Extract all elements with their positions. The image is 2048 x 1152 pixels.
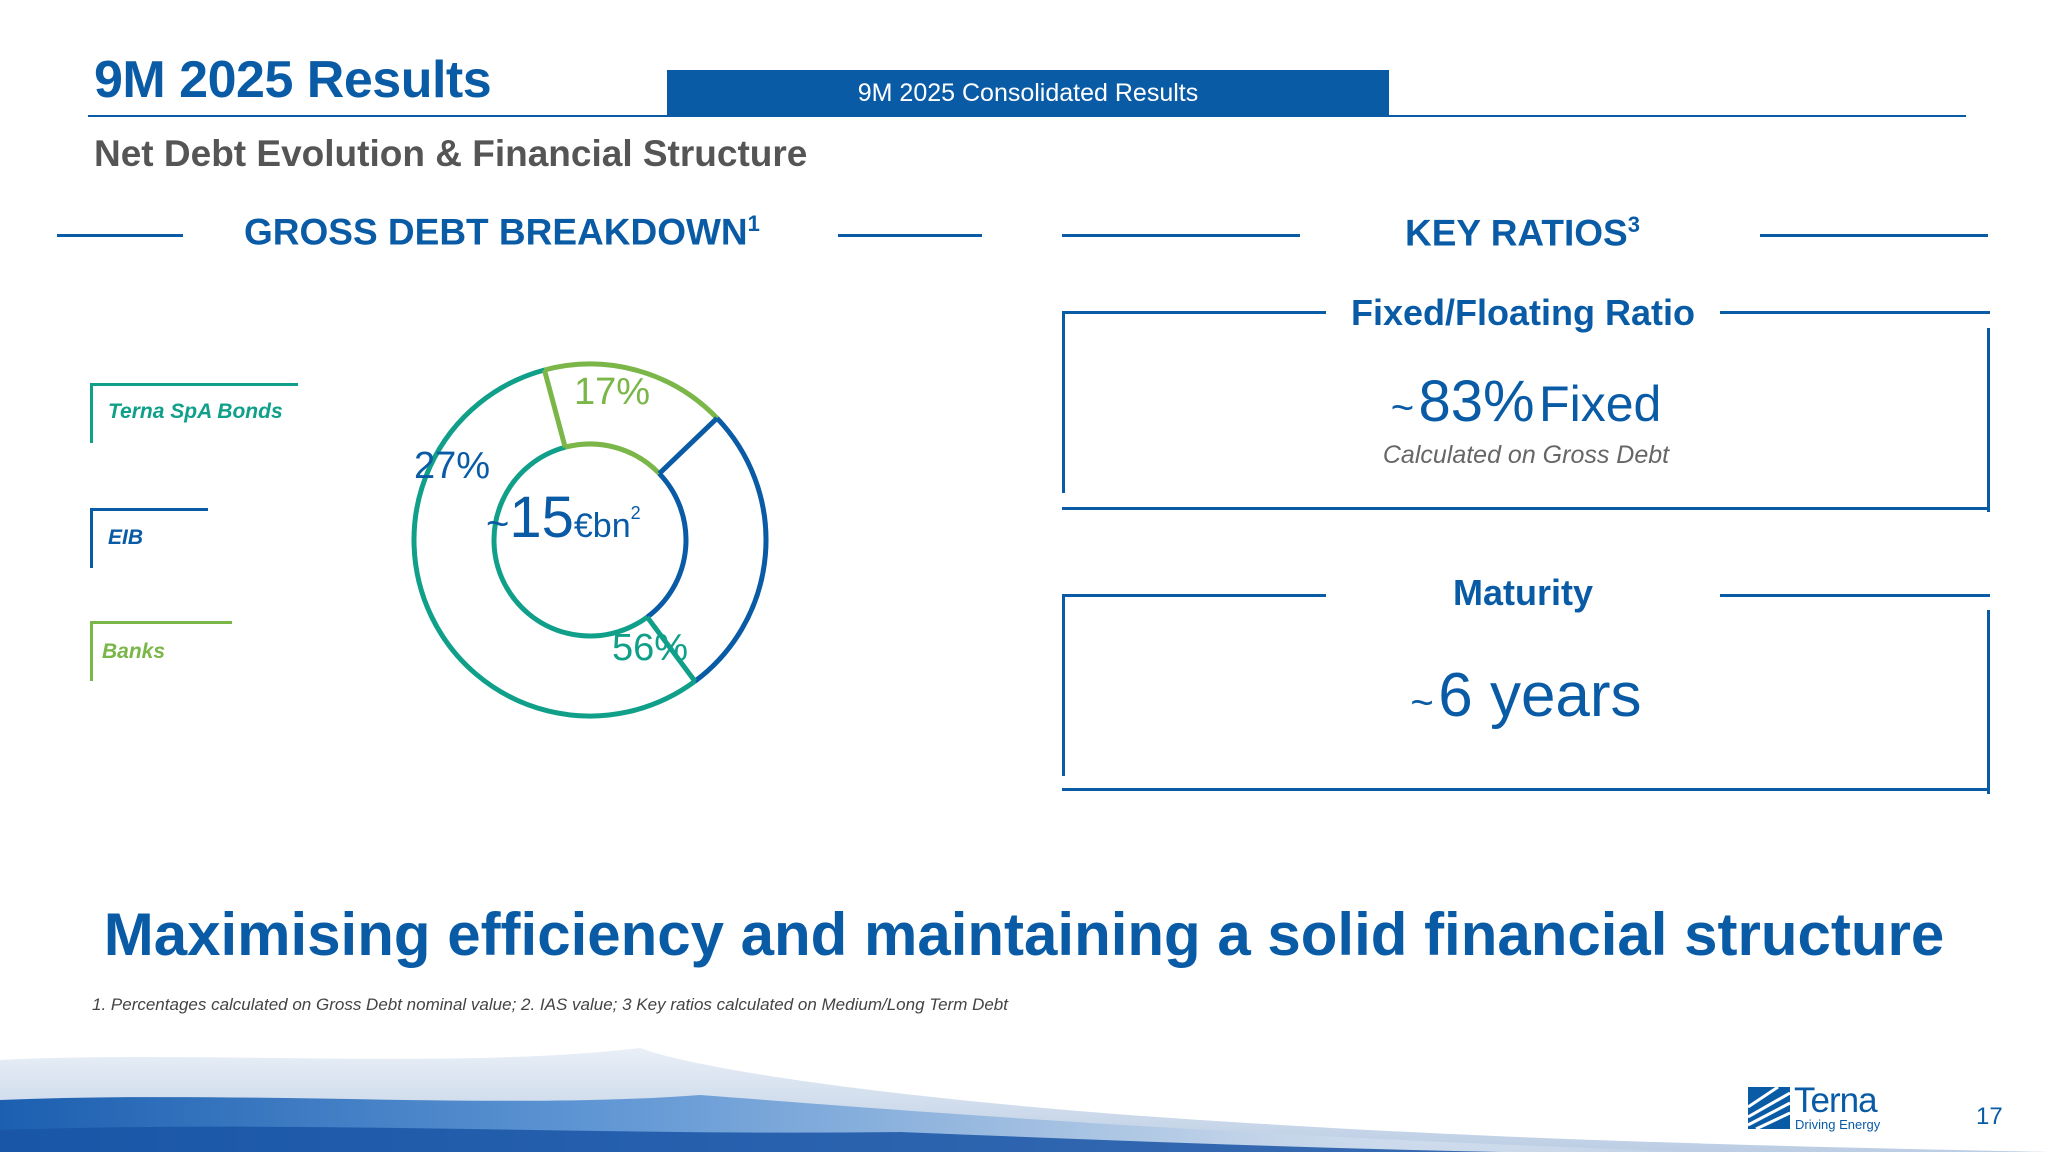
- key-ratios-heading-text: KEY RATIOS: [1405, 212, 1628, 254]
- footnote: 1. Percentages calculated on Gross Debt …: [92, 995, 1008, 1014]
- donut-center-sup: 2: [630, 502, 641, 523]
- gross-debt-heading-text: GROSS DEBT BREAKDOWN: [244, 211, 748, 253]
- mat-right: [1987, 610, 1990, 794]
- maturity-box: Maturity ~ 6 years: [1062, 572, 1990, 796]
- ff-bottom: [1062, 507, 1990, 510]
- page-subtitle: Net Debt Evolution & Financial Structure: [94, 133, 808, 174]
- fixed-floating-box: Fixed/Floating Ratio ~ 83% Fixed Calcula…: [1062, 292, 1990, 512]
- ff-top-right: [1720, 311, 1990, 314]
- donut-segment-banks-inner: [564, 441, 662, 476]
- legend-bar-v-0: [90, 383, 93, 443]
- mat-top-right: [1720, 594, 1990, 597]
- donut-center-unit: €bn: [573, 507, 631, 545]
- page-title: 9M 2025 Results: [94, 51, 492, 109]
- ff-unit: %: [1483, 369, 1535, 434]
- gross-debt-heading: GROSS DEBT BREAKDOWN1: [244, 211, 760, 253]
- donut-divider-2: [645, 615, 697, 683]
- gross-debt-rule-right: [838, 234, 982, 237]
- legend-bar-v-1: [90, 508, 93, 568]
- donut-divider-0: [542, 369, 568, 448]
- donut-label-terna-spa-bonds: 56%: [612, 627, 688, 669]
- tagline: Maximising efficiency and maintaining a …: [103, 901, 1945, 968]
- donut-segment-terna-spa-bonds-inner: [491, 444, 649, 639]
- terna-logo: Terna Driving Energy: [1748, 1081, 1888, 1135]
- donut-segment-banks-outer: [543, 361, 719, 420]
- gross-debt-donut-chart: 17% 27% 56%: [411, 361, 769, 719]
- legend-bar-v-2: [90, 621, 93, 681]
- donut-divider-1: [657, 416, 719, 476]
- donut-center-label: ~15€bn2: [486, 484, 641, 551]
- header-tab: 9M 2025 Consolidated Results: [667, 70, 1389, 116]
- donut-labels: 17% 27% 56%: [414, 371, 688, 669]
- mat-bottom: [1062, 788, 1990, 791]
- ff-left: [1062, 311, 1065, 493]
- key-ratios-rule-right: [1760, 234, 1988, 237]
- ff-right: [1987, 328, 1990, 512]
- mat-value: 6 years: [1438, 661, 1642, 730]
- header-rule: [88, 115, 1966, 117]
- terna-logo-name: Terna: [1794, 1081, 1878, 1120]
- legend-bar-h-1: [90, 508, 208, 511]
- legend-item-terna-bonds: Terna SpA Bonds: [108, 400, 283, 423]
- donut-segments: [411, 361, 769, 719]
- fixed-floating-value: ~ 83% Fixed: [1062, 368, 1990, 435]
- donut-label-banks: 17%: [574, 371, 650, 413]
- header-tab-label: 9M 2025 Consolidated Results: [857, 78, 1199, 107]
- maturity-title: Maturity: [1452, 572, 1593, 613]
- ff-value: 83: [1418, 369, 1484, 434]
- donut-label-eib: 27%: [414, 445, 490, 487]
- donut-dividers: [542, 369, 719, 683]
- ff-top-left: [1062, 311, 1326, 314]
- terna-logo-mark-icon: [1748, 1087, 1790, 1129]
- fixed-floating-note: Calculated on Gross Debt: [1382, 441, 1670, 469]
- gross-debt-rule-left: [57, 234, 183, 237]
- legend-bar-h-0: [90, 383, 298, 386]
- terna-logo-tagline: Driving Energy: [1795, 1117, 1881, 1132]
- legend-bar-h-2: [90, 621, 232, 624]
- key-ratios-heading: KEY RATIOS3: [1405, 212, 1640, 254]
- donut-segment-terna-spa-bonds-outer: [411, 367, 697, 719]
- key-ratios-heading-sup: 3: [1627, 212, 1640, 237]
- maturity-value: ~ 6 years: [1062, 660, 1990, 731]
- ff-suffix: Fixed: [1539, 376, 1662, 432]
- legend-item-eib: EIB: [108, 526, 144, 549]
- gross-debt-heading-sup: 1: [747, 211, 760, 236]
- donut-center-prefix: ~: [486, 502, 510, 546]
- mat-top-left: [1062, 594, 1326, 597]
- mat-prefix: ~: [1410, 681, 1434, 725]
- key-ratios-rule-left: [1062, 234, 1300, 237]
- donut-center-value: 15: [509, 485, 574, 550]
- donut-segment-eib-outer: [693, 416, 769, 684]
- decorative-wave: [0, 1048, 2048, 1152]
- page-number: 17: [1976, 1103, 2003, 1130]
- ff-prefix: ~: [1390, 386, 1415, 430]
- donut-segment-eib-inner: [645, 471, 689, 620]
- chart-legend: Terna SpA Bonds EIB Banks: [90, 380, 310, 681]
- fixed-floating-title: Fixed/Floating Ratio: [1350, 292, 1695, 333]
- legend-item-banks: Banks: [102, 640, 166, 663]
- mat-left: [1062, 594, 1065, 776]
